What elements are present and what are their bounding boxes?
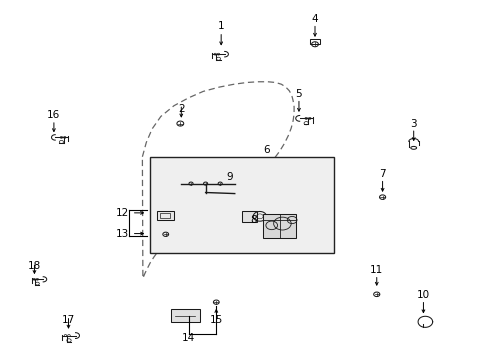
Bar [170, 309, 200, 322]
Text: 12: 12 [115, 208, 128, 218]
Bar [149, 157, 334, 253]
Text: 6: 6 [263, 145, 270, 155]
Text: 11: 11 [369, 265, 383, 275]
Bar [309, 39, 319, 44]
Text: 15: 15 [209, 315, 223, 325]
Text: 16: 16 [47, 110, 61, 120]
Text: 3: 3 [409, 118, 416, 129]
Text: 2: 2 [178, 104, 184, 113]
Text: 8: 8 [249, 215, 256, 225]
Text: 5: 5 [295, 89, 302, 99]
Text: 18: 18 [28, 261, 41, 271]
Text: 4: 4 [311, 14, 318, 23]
Text: 7: 7 [379, 168, 385, 179]
Bar [241, 211, 256, 222]
Bar [263, 213, 295, 238]
Text: 13: 13 [115, 229, 128, 239]
Bar [157, 211, 174, 220]
Text: 10: 10 [416, 290, 429, 300]
Text: 1: 1 [217, 21, 224, 31]
Text: 9: 9 [226, 172, 233, 182]
Bar [160, 213, 170, 218]
Text: 17: 17 [62, 315, 75, 325]
Text: 14: 14 [182, 333, 195, 343]
